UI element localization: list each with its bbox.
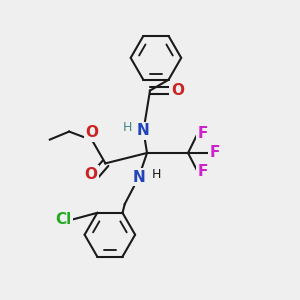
Text: F: F — [198, 126, 208, 141]
Text: H: H — [152, 168, 161, 181]
Text: O: O — [85, 125, 98, 140]
Text: N: N — [137, 123, 150, 138]
Text: O: O — [84, 167, 97, 182]
Text: F: F — [198, 164, 208, 179]
Text: Cl: Cl — [56, 212, 72, 227]
Text: H: H — [122, 121, 132, 134]
Text: F: F — [209, 146, 220, 160]
Text: N: N — [132, 170, 145, 185]
Text: O: O — [171, 83, 184, 98]
